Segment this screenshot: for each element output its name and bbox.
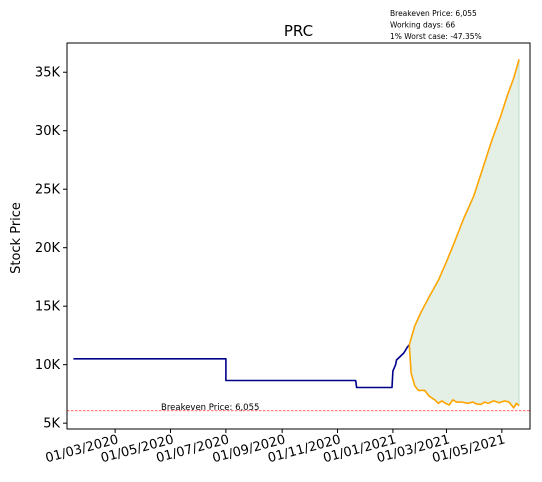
upper-projection-line <box>408 59 520 346</box>
y-tick-label: 35K <box>35 66 61 81</box>
y-tick-label: 20K <box>35 241 61 256</box>
y-axis-label: Stock Price <box>9 202 24 274</box>
plot-area-frame <box>66 42 531 430</box>
axis-ticks: 5K10K15K20K25K30K35K01/03/202001/05/2020… <box>35 66 507 467</box>
chart-title: PRC <box>284 22 313 40</box>
breakeven-layer: Breakeven Price: 6,055 <box>67 403 530 413</box>
info-box: Breakeven Price: 6,055 Working days: 66 … <box>390 9 482 41</box>
lower-projection-line <box>408 344 520 409</box>
series-layer <box>73 59 520 409</box>
y-tick-label: 25K <box>35 183 61 198</box>
info-breakeven-text: Breakeven Price: 6,055 <box>390 9 477 18</box>
y-tick-label: 5K <box>43 417 60 432</box>
y-tick-label: 10K <box>35 358 61 373</box>
y-tick-label: 15K <box>35 300 61 315</box>
y-tick-label: 30K <box>35 124 61 139</box>
historical-price-line <box>73 344 410 389</box>
info-working-days-text: Working days: 66 <box>390 21 455 30</box>
breakeven-annotation: Breakeven Price: 6,055 <box>161 403 259 413</box>
info-worst-case-text: 1% Worst case: -47.35% <box>390 32 482 41</box>
